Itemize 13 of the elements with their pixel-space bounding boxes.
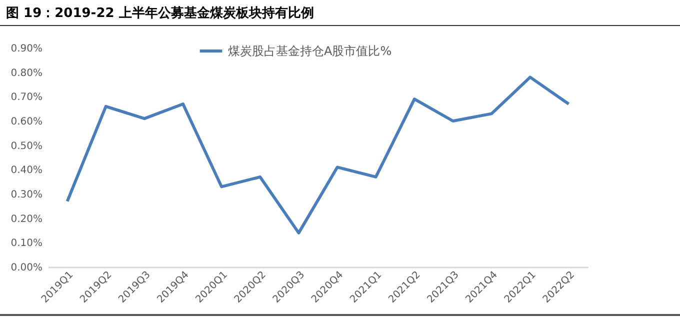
line-series bbox=[66, 76, 570, 234]
y-tick-label: 0.20% bbox=[10, 214, 42, 225]
y-tick-label: 0.40% bbox=[10, 165, 42, 176]
chart-title: 图 19：2019-22 上半年公募基金煤炭板块持有比例 bbox=[0, 0, 680, 26]
y-tick-label: 0.10% bbox=[10, 238, 42, 250]
y-tick-label: 0.70% bbox=[10, 92, 42, 104]
y-tick-label: 0.60% bbox=[10, 116, 42, 128]
y-tick-label: 0.80% bbox=[10, 68, 42, 79]
y-tick-label: 0.30% bbox=[10, 190, 42, 200]
legend-label: 煤炭股占基金持仓A股市值比% bbox=[228, 44, 392, 58]
y-tick-label: 0.50% bbox=[10, 140, 42, 152]
y-tick-label: 0.90% bbox=[10, 44, 42, 54]
y-tick-label: 0.00% bbox=[10, 262, 42, 274]
